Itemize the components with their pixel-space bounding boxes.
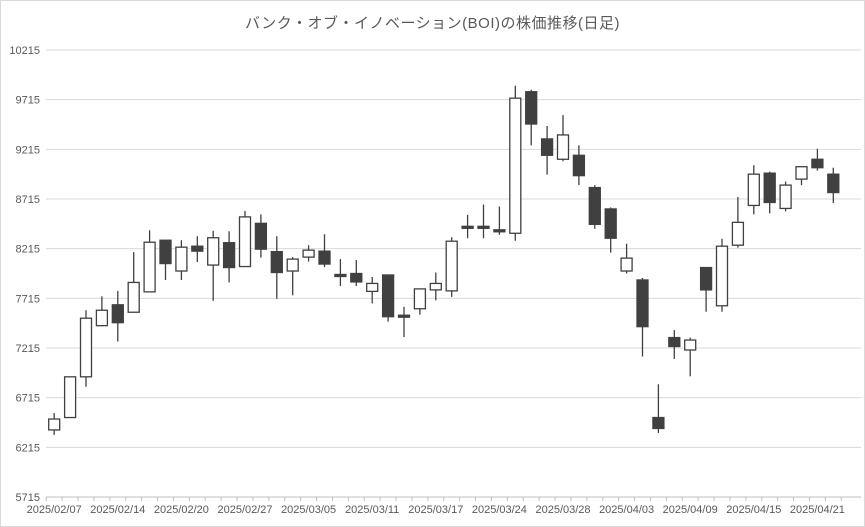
- candle-body-30: [509, 97, 522, 234]
- candle-body-14: [254, 222, 268, 250]
- candle-body-11: [207, 237, 220, 266]
- y-axis-label: 7215: [16, 343, 40, 355]
- candle-body-12: [222, 242, 236, 269]
- y-axis-label: 6715: [16, 393, 40, 405]
- candle-body-7: [143, 241, 156, 293]
- candle-body-32: [540, 138, 554, 156]
- candle-body-41: [684, 339, 697, 351]
- x-axis-label: 2025/04/09: [663, 504, 718, 516]
- candle-body-49: [811, 158, 824, 169]
- candle-body-10: [191, 245, 204, 252]
- candle-body-1: [48, 418, 61, 431]
- candle-body-16: [286, 258, 299, 272]
- y-axis-label: 9715: [16, 95, 40, 107]
- candle-body-36: [604, 208, 617, 239]
- candle-body-37: [620, 257, 633, 272]
- candle-body-27: [461, 225, 474, 229]
- candle-body-18: [318, 250, 331, 265]
- x-axis-label: 2025/04/21: [790, 504, 845, 516]
- candle-body-40: [668, 336, 681, 348]
- candle-body-35: [588, 186, 601, 225]
- x-axis-label: 2025/03/17: [408, 504, 463, 516]
- x-axis-label: 2025/02/27: [217, 504, 272, 516]
- candle-body-31: [525, 91, 538, 125]
- y-axis-label: 8215: [16, 244, 40, 256]
- candle-body-20: [350, 272, 363, 283]
- candle-body-47: [779, 184, 792, 210]
- y-axis-label: 8715: [16, 194, 40, 206]
- candle-body-9: [175, 246, 188, 272]
- candle-body-2: [63, 376, 77, 419]
- candle-body-34: [572, 154, 586, 177]
- x-axis-label: 2025/02/07: [27, 504, 82, 516]
- candle-body-5: [111, 304, 124, 324]
- candle-body-25: [429, 282, 442, 291]
- x-axis-label: 2025/03/05: [281, 504, 336, 516]
- x-axis-label: 2025/03/28: [535, 504, 590, 516]
- candle-body-26: [445, 240, 458, 292]
- candle-body-13: [238, 216, 252, 268]
- candle-body-23: [397, 314, 411, 318]
- y-axis-label: 6215: [16, 442, 40, 454]
- x-axis-label: 2025/03/11: [345, 504, 399, 516]
- candle-body-17: [302, 249, 315, 258]
- y-axis-label: 9215: [16, 144, 40, 156]
- candle-body-3: [79, 317, 93, 378]
- candle-body-38: [636, 279, 649, 328]
- x-axis-label: 2025/04/03: [599, 504, 654, 516]
- x-axis-label: 2025/02/20: [154, 504, 209, 516]
- candle-body-46: [763, 172, 776, 204]
- candle-body-48: [795, 166, 808, 180]
- candle-body-15: [270, 250, 283, 274]
- candle-body-29: [493, 229, 506, 233]
- candle-body-43: [715, 245, 729, 307]
- candle-body-50: [827, 173, 840, 194]
- y-axis-label: 5715: [16, 492, 40, 504]
- x-axis-label: 2025/03/24: [472, 504, 527, 516]
- x-axis-label: 2025/02/14: [90, 504, 145, 516]
- y-axis-label: 7715: [16, 293, 40, 305]
- candle-body-44: [731, 221, 745, 246]
- candle-body-45: [747, 173, 760, 207]
- candle-body-39: [652, 416, 665, 430]
- candle-body-22: [381, 274, 395, 318]
- x-axis-label: 2025/04/15: [726, 504, 781, 516]
- y-axis-label: 10215: [9, 45, 40, 57]
- candle-body-42: [699, 266, 713, 291]
- chart-title: バンク・オブ・イノベーション(BOI)の株価推移(日足): [245, 15, 620, 32]
- candle-body-33: [556, 134, 570, 160]
- candle-body-24: [413, 288, 427, 310]
- candle-body-4: [95, 309, 109, 327]
- candle-body-8: [159, 239, 172, 265]
- candle-body-28: [477, 225, 490, 229]
- candle-body-19: [334, 273, 347, 278]
- candle-body-21: [366, 282, 379, 293]
- candle-body-6: [127, 281, 140, 313]
